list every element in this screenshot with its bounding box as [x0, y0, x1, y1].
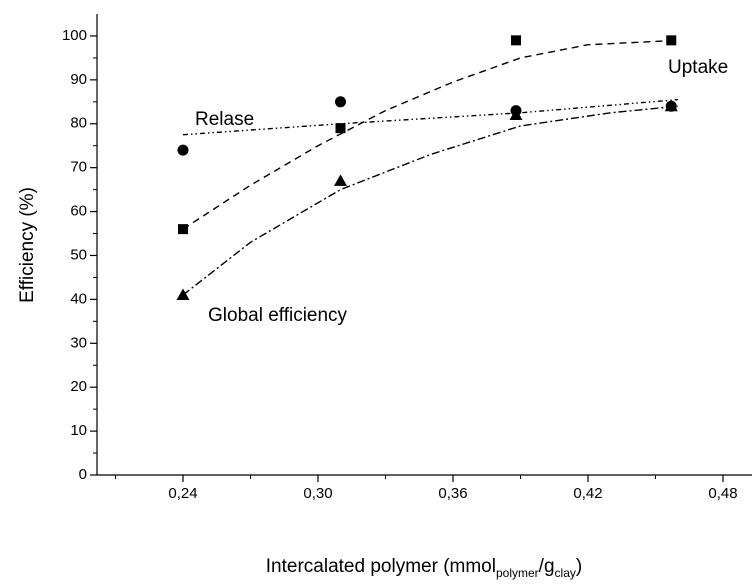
marker	[335, 123, 346, 134]
series-label: Global efficiency	[208, 305, 348, 326]
x-tick-label: 0,30	[303, 485, 332, 502]
fit-curve	[182, 105, 679, 296]
y-tick-label: 50	[70, 246, 87, 263]
y-tick-label: 40	[70, 290, 87, 307]
x-title-part: /g	[539, 556, 555, 577]
y-tick-label: 90	[70, 71, 87, 88]
marker	[509, 108, 523, 120]
y-axis-title: Efficiency (%)	[17, 187, 38, 303]
x-tick-label: 0,42	[573, 485, 602, 502]
series-label: Relase	[195, 109, 254, 130]
y-tick-label: 100	[62, 27, 87, 44]
fit-curve	[182, 98, 679, 136]
x-title-sub: clay	[555, 566, 576, 580]
marker	[664, 99, 678, 112]
x-title-part: )	[576, 556, 582, 577]
marker	[177, 144, 189, 156]
marker	[335, 96, 346, 108]
y-tick-label: 80	[70, 115, 87, 132]
y-tick-label: 20	[70, 378, 87, 395]
x-axis-title: Intercalated polymer (mmolpolymer/gclay)	[266, 556, 582, 580]
marker	[176, 288, 190, 300]
y-tick-label: 70	[70, 159, 87, 176]
fit-curve	[182, 39, 679, 230]
marker	[666, 35, 677, 46]
x-tick-label: 0,48	[708, 485, 737, 502]
x-tick-label: 0,36	[438, 485, 467, 502]
y-tick-label: 10	[70, 422, 87, 439]
y-tick-label: 30	[70, 334, 87, 351]
y-tick-label: 0	[79, 466, 87, 483]
marker	[334, 174, 347, 186]
marker	[511, 35, 521, 46]
x-title-sub: polymer	[496, 566, 539, 580]
x-tick-label: 0,24	[168, 485, 197, 502]
series-label: Uptake	[668, 57, 728, 78]
marker	[178, 224, 188, 235]
y-tick-label: 60	[70, 203, 87, 220]
x-title-part: Intercalated polymer (mmol	[266, 556, 496, 577]
